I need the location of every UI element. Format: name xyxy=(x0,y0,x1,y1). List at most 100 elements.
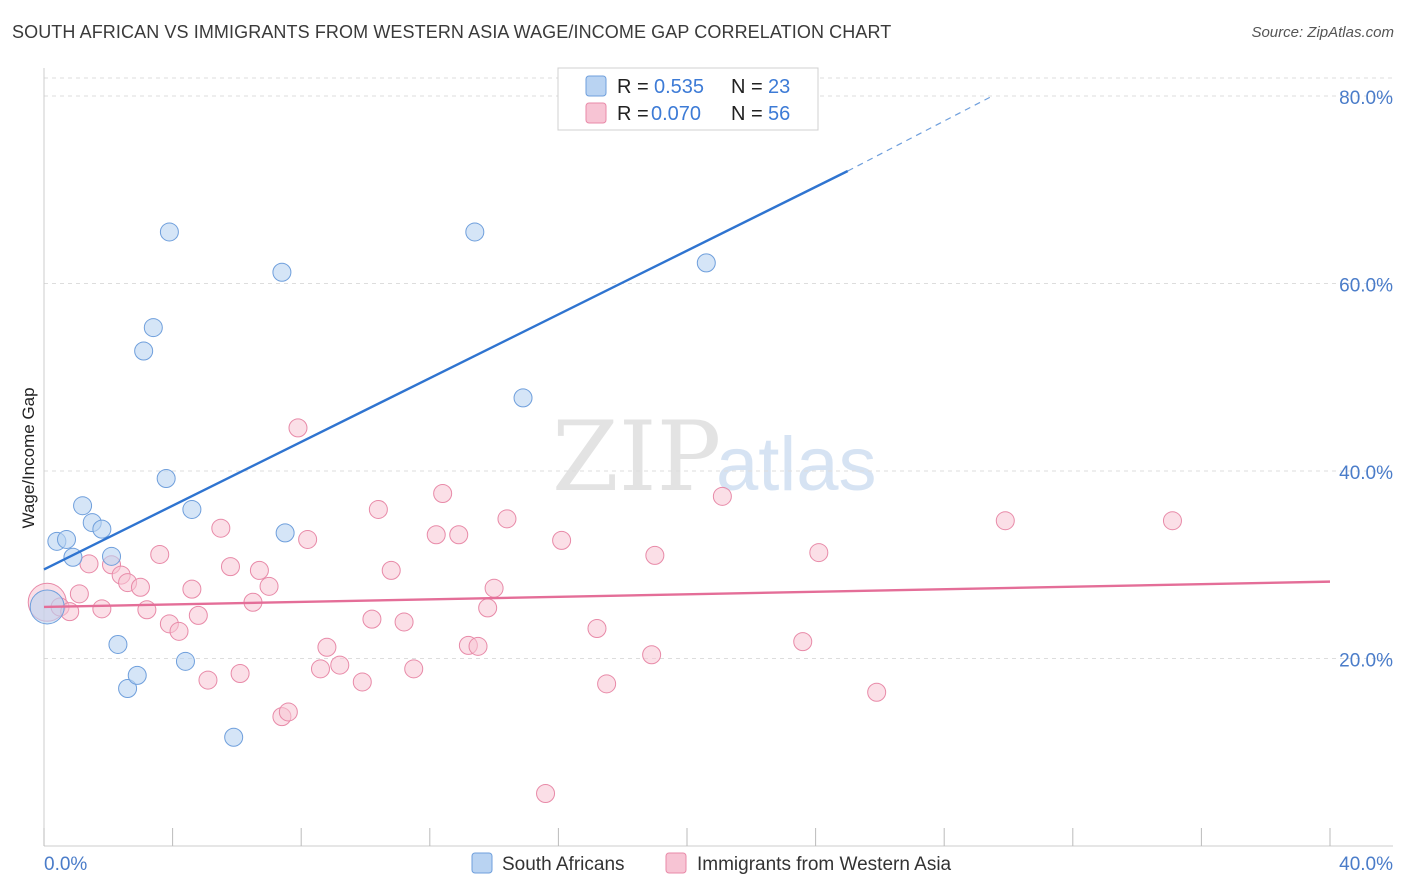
point-south-africans xyxy=(696,253,716,273)
bottom-legend-swatch-blue xyxy=(471,852,493,874)
point-western-asia xyxy=(1162,511,1182,531)
trend-line-south-africans-extension xyxy=(847,95,993,172)
point-western-asia xyxy=(362,609,382,629)
point-western-asia xyxy=(198,670,218,690)
point-south-africans xyxy=(182,499,202,519)
x-tick-label-min: 0.0% xyxy=(44,854,87,875)
legend-swatch-blue xyxy=(585,75,607,97)
series-legend: South Africans Immigrants from Western A… xyxy=(471,852,952,875)
point-south-africans xyxy=(118,679,138,698)
point-western-asia xyxy=(867,682,887,702)
watermark-atlas: atlas xyxy=(716,422,877,507)
point-western-asia xyxy=(130,577,150,597)
y-tick-label-80: 80.0% xyxy=(1339,88,1393,109)
point-western-asia xyxy=(809,543,829,563)
point-south-africans xyxy=(108,634,128,654)
point-western-asia xyxy=(310,659,330,679)
point-south-africans xyxy=(73,496,93,516)
point-western-asia xyxy=(597,674,617,694)
point-western-asia xyxy=(587,619,607,638)
point-western-asia xyxy=(230,664,250,683)
point-western-asia xyxy=(188,605,208,625)
y-tick-label-20: 20.0% xyxy=(1339,651,1393,672)
point-western-asia xyxy=(478,598,498,618)
point-western-asia xyxy=(793,632,813,652)
legend-r-label-1: R = xyxy=(617,76,649,98)
source-label: Source: ZipAtlas.com xyxy=(1251,24,1394,41)
point-western-asia xyxy=(298,529,318,549)
trend-line-south-africans xyxy=(43,169,849,571)
legend-r-value-2: 0.070 xyxy=(651,103,701,125)
point-south-africans xyxy=(134,341,154,361)
bottom-legend-swatch-pink xyxy=(665,852,687,874)
point-south-africans xyxy=(127,665,147,685)
point-western-asia xyxy=(497,509,517,529)
point-western-asia xyxy=(536,784,556,803)
trend-line-western-asia xyxy=(43,580,1331,609)
point-western-asia xyxy=(278,702,298,722)
point-western-asia xyxy=(449,525,469,545)
point-western-asia xyxy=(211,518,231,538)
point-western-asia xyxy=(368,499,388,519)
y-tick-label-60: 60.0% xyxy=(1339,276,1393,297)
point-south-africans xyxy=(57,529,77,549)
legend-r-value-1: 0.535 xyxy=(654,76,704,98)
point-western-asia xyxy=(394,612,414,632)
point-western-asia xyxy=(995,511,1015,531)
point-western-asia xyxy=(69,584,89,604)
point-south-africans xyxy=(513,388,533,408)
point-western-asia xyxy=(552,530,572,550)
trend-lines xyxy=(43,95,1331,609)
bottom-legend-label-south-africans: South Africans xyxy=(502,854,625,875)
legend-n-value-1: 23 xyxy=(768,76,790,98)
y-tick-labels: 20.0% 40.0% 60.0% 80.0% xyxy=(1339,88,1393,672)
point-south-africans xyxy=(275,523,295,543)
point-western-asia xyxy=(259,576,279,596)
grid-lines xyxy=(44,77,1393,659)
point-western-asia xyxy=(352,672,372,692)
point-south-africans xyxy=(156,469,176,488)
point-south-africans xyxy=(159,222,179,242)
bottom-legend-label-western-asia: Immigrants from Western Asia xyxy=(697,854,952,875)
legend-r-label-2: R = xyxy=(617,103,649,125)
point-south-africans xyxy=(143,318,163,338)
legend-n-label-1: N = xyxy=(731,76,763,98)
x-ticks xyxy=(43,828,1331,846)
point-western-asia xyxy=(433,484,453,503)
point-western-asia xyxy=(642,645,662,665)
point-western-asia xyxy=(79,554,99,574)
y-tick-label-40: 40.0% xyxy=(1339,463,1393,484)
watermark-zip: ZIP xyxy=(552,401,721,513)
point-western-asia xyxy=(712,486,732,506)
chart-title: SOUTH AFRICAN VS IMMIGRANTS FROM WESTERN… xyxy=(12,22,892,42)
point-western-asia xyxy=(317,637,337,657)
point-south-africans xyxy=(465,222,485,242)
point-south-africans xyxy=(224,727,244,747)
legend-n-label-2: N = xyxy=(731,103,763,125)
point-western-asia xyxy=(330,655,350,675)
axes xyxy=(43,68,1393,847)
point-western-asia xyxy=(92,599,112,619)
legend-swatch-pink xyxy=(585,102,607,124)
point-western-asia xyxy=(468,636,488,656)
legend-n-value-2: 56 xyxy=(768,103,790,125)
point-western-asia xyxy=(484,578,504,598)
point-western-asia xyxy=(426,525,446,545)
point-western-asia xyxy=(150,544,170,564)
point-western-asia xyxy=(404,659,424,679)
point-western-asia xyxy=(249,560,269,580)
point-western-asia xyxy=(288,418,308,438)
y-axis-label: Wage/Income Gap xyxy=(19,387,38,528)
point-south-africans xyxy=(175,651,195,671)
point-south-africans xyxy=(92,519,112,539)
point-western-asia xyxy=(645,545,665,565)
x-tick-label-max: 40.0% xyxy=(1339,854,1393,875)
point-western-asia xyxy=(137,600,157,620)
point-south-africans xyxy=(272,262,292,282)
point-western-asia xyxy=(182,579,202,599)
point-western-asia xyxy=(169,621,189,641)
point-south-africans xyxy=(102,546,122,566)
correlation-legend: R = 0.535 N = 23 R = 0.070 N = 56 xyxy=(557,67,819,131)
point-western-asia xyxy=(381,560,401,580)
